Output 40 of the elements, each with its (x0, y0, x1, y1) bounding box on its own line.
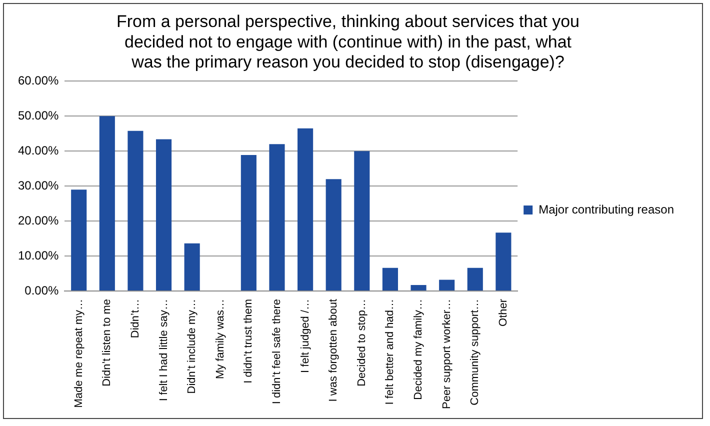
x-tick-label: Didn’t… (129, 298, 142, 338)
y-tick-label: 0.00% (24, 283, 60, 298)
bar (496, 232, 512, 290)
x-tick-label: Other (497, 298, 510, 326)
bar (467, 268, 483, 290)
x-tick-label: Didn’t include my… (186, 298, 198, 394)
x-tick-label: Decided to stop… (356, 298, 368, 386)
x-tick-label: I felt better and had… (384, 298, 396, 405)
bar (298, 128, 314, 290)
x-tick-label: Peer support worker… (440, 298, 453, 410)
y-tick-label: 10.00% (18, 248, 60, 262)
y-tick-label: 20.00% (18, 213, 60, 228)
y-tick-label: 40.00% (18, 143, 60, 158)
x-tick-label: Didn’t listen to me (101, 298, 114, 386)
bar (269, 144, 285, 290)
bar (439, 280, 455, 290)
x-tick-label: I felt I had little say… (158, 298, 170, 402)
bar (156, 139, 172, 290)
x-tick-label: I felt judged /… (299, 298, 312, 373)
x-tick-label: I didn’t trust them (242, 298, 255, 384)
y-tick-label: 50.00% (18, 108, 60, 122)
bar (382, 268, 398, 290)
chart-title: From a personal perspective, thinking about services that you decided not to engage with (continue with) in the past, what was the primary reason you decided to stop (disengage)? (116, 12, 580, 72)
x-tick-label: My family was… (214, 298, 226, 380)
x-tick-label: I didn’t feel safe there (271, 298, 284, 404)
legend-label: Major contributing reason (538, 202, 674, 216)
x-tick-label: Community support… (469, 298, 482, 406)
bar (240, 154, 256, 290)
x-tick-label: Made me repeat my… (72, 298, 85, 408)
bar (326, 179, 342, 290)
y-tick-label: 60.00% (18, 74, 60, 88)
bar (99, 116, 115, 290)
bar (354, 151, 370, 290)
bar (128, 130, 144, 290)
y-tick-label: 30.00% (18, 178, 60, 192)
x-tick-label: I was forgotten about (328, 298, 340, 402)
bar (71, 190, 87, 290)
bar (184, 243, 200, 290)
x-tick-label: Decided my family… (412, 298, 425, 400)
bar (410, 285, 426, 290)
